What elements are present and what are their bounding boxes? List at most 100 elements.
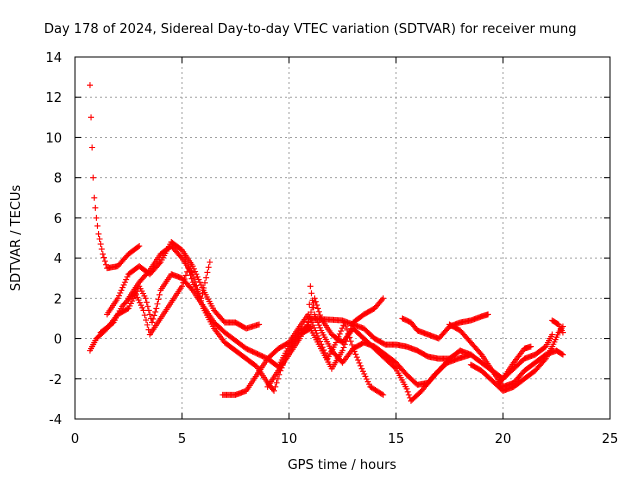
data-point — [98, 246, 105, 253]
data-point — [361, 370, 368, 377]
data-point — [140, 307, 147, 314]
data-point — [353, 354, 360, 361]
data-point — [139, 304, 146, 311]
y-tick-label: 2 — [54, 292, 62, 307]
series-arc9 — [307, 315, 453, 362]
data-point — [363, 376, 370, 383]
data-point — [362, 373, 369, 380]
data-point — [380, 295, 387, 302]
data-point — [200, 284, 207, 291]
data-point — [93, 214, 100, 221]
data-point — [313, 330, 320, 337]
data-point — [380, 391, 387, 398]
data-point — [485, 311, 492, 318]
x-tick-labels: 0 5 10 15 20 25 — [71, 432, 618, 447]
data-point — [195, 290, 202, 297]
data-point — [378, 296, 385, 303]
data-point — [145, 268, 152, 275]
y-tick-label: 0 — [54, 333, 62, 348]
data-point — [138, 302, 145, 309]
data-point — [404, 388, 411, 395]
data-point — [203, 274, 210, 281]
data-point — [312, 327, 319, 334]
x-axis-label: GPS time / hours — [288, 458, 397, 473]
data-point — [199, 301, 206, 308]
series-arc8 — [303, 295, 474, 404]
data-point — [312, 298, 319, 305]
y-tick-label: 8 — [54, 172, 62, 187]
data-point — [152, 308, 159, 315]
data-point — [196, 293, 203, 300]
data-point — [339, 347, 346, 354]
data-point — [114, 295, 121, 302]
x-tick-label: 0 — [71, 432, 79, 447]
data-point — [549, 331, 556, 338]
data-point — [311, 295, 318, 302]
series-arc6 — [219, 311, 387, 398]
data-point — [274, 375, 281, 382]
data-point — [317, 324, 324, 331]
plot-frame — [74, 56, 611, 420]
data-point — [194, 286, 201, 293]
y-tick-label: 14 — [45, 51, 62, 66]
data-point — [100, 254, 107, 261]
data-point — [189, 263, 196, 270]
data-point — [358, 365, 365, 372]
data-point — [308, 290, 315, 297]
data-point — [347, 338, 354, 345]
data-point — [322, 349, 329, 356]
data-point — [272, 383, 279, 390]
data-point — [119, 284, 126, 291]
data-point — [559, 351, 566, 358]
data-point — [320, 347, 327, 354]
data-point — [177, 253, 184, 260]
data-point — [319, 344, 326, 351]
data-point — [378, 391, 385, 398]
data-point — [133, 291, 140, 298]
data-point — [124, 306, 131, 313]
data-point — [122, 299, 129, 306]
data-point — [201, 279, 208, 286]
data-point — [311, 324, 318, 331]
data-point — [304, 322, 311, 329]
series-arc11 — [446, 321, 566, 390]
data-point — [314, 305, 321, 312]
data-point — [181, 276, 188, 283]
data-point — [123, 276, 130, 283]
data-point — [144, 321, 151, 328]
y-tick-label: 6 — [54, 212, 62, 227]
series-arc5 — [125, 243, 387, 394]
data-point — [446, 355, 453, 362]
data-point — [527, 343, 534, 350]
data-point — [541, 357, 548, 364]
data-point — [124, 273, 131, 280]
data-point — [101, 258, 108, 265]
series-arc1 — [86, 82, 143, 272]
data-point — [206, 259, 213, 266]
data-point — [315, 322, 322, 329]
data-point — [150, 315, 157, 322]
data-point — [86, 82, 93, 89]
data-point — [364, 378, 371, 385]
data-point — [142, 295, 149, 302]
series-arc4 — [97, 259, 213, 338]
data-point — [135, 297, 142, 304]
data-point — [355, 357, 362, 364]
data-point — [313, 302, 320, 309]
data-point — [90, 174, 97, 181]
data-point — [118, 287, 125, 294]
data-point — [308, 309, 315, 316]
series-arc3 — [104, 239, 263, 332]
axis-ticks — [74, 56, 611, 420]
y-axis-label: SDTVAR / TECUs — [9, 185, 24, 292]
data-point — [156, 291, 163, 298]
data-point — [134, 294, 141, 301]
y-tick-labels: -4 -2 0 2 4 6 8 10 12 14 — [45, 51, 62, 428]
data-point — [144, 303, 151, 310]
data-point — [121, 300, 128, 307]
data-points — [86, 82, 566, 404]
data-point — [94, 222, 101, 229]
data-point — [141, 312, 148, 319]
data-point — [309, 304, 316, 311]
data-point — [145, 307, 152, 314]
